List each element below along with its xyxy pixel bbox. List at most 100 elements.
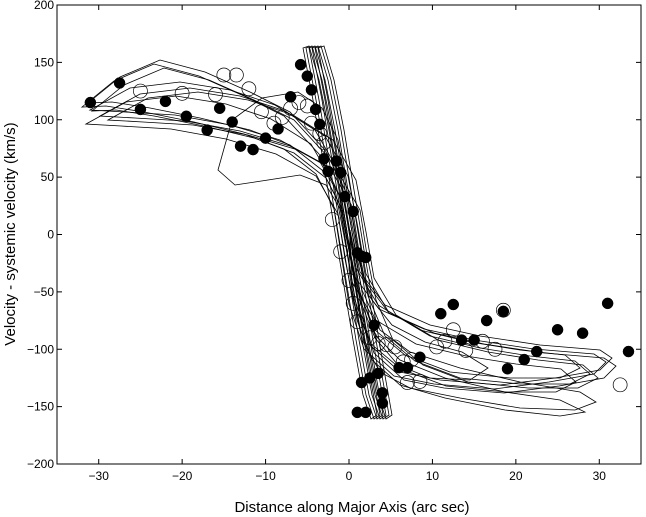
data-point-open bbox=[333, 244, 349, 260]
data-point-filled bbox=[322, 165, 334, 178]
x-tick-label: −30 bbox=[89, 469, 110, 483]
data-point-open bbox=[208, 87, 223, 102]
data-point-filled bbox=[305, 84, 318, 96]
data-point-filled bbox=[234, 140, 247, 152]
data-point-filled bbox=[180, 110, 193, 123]
data-point-filled bbox=[376, 397, 389, 409]
data-point-filled bbox=[84, 96, 97, 109]
data-point-filled bbox=[501, 363, 514, 375]
y-tick-label: 200 bbox=[34, 0, 54, 12]
data-point-open bbox=[429, 339, 444, 355]
data-point-open bbox=[387, 339, 403, 355]
y-tick-label: 0 bbox=[47, 228, 54, 242]
y-tick-label: −200 bbox=[27, 457, 54, 471]
data-point-open bbox=[274, 110, 290, 125]
data-point-open bbox=[345, 296, 361, 311]
model-curve bbox=[311, 45, 387, 420]
y-axis-ticks: −200 −150 −100 −50 0 50 100 150 200 bbox=[27, 0, 641, 471]
data-point-filled bbox=[226, 116, 238, 128]
model-curve bbox=[348, 231, 587, 417]
y-tick-label: −50 bbox=[34, 285, 55, 299]
data-point-filled bbox=[364, 372, 376, 384]
data-point-open bbox=[241, 81, 257, 97]
y-tick-label: 150 bbox=[34, 55, 54, 69]
data-point-filled bbox=[622, 345, 635, 358]
y-tick-label: −150 bbox=[27, 400, 54, 414]
data-point-filled bbox=[339, 190, 351, 203]
x-tick-label: −20 bbox=[172, 469, 193, 483]
data-point-open bbox=[316, 135, 332, 151]
data-point-open bbox=[412, 374, 428, 389]
data-point-open bbox=[299, 98, 315, 114]
model-curve bbox=[90, 67, 617, 394]
model-curve bbox=[217, 91, 489, 381]
data-point-open bbox=[324, 212, 340, 227]
data-point-filled bbox=[530, 345, 543, 358]
data-point-filled bbox=[435, 307, 447, 320]
data-point-filled bbox=[497, 305, 510, 318]
data-point-filled bbox=[301, 70, 314, 82]
data-point-open bbox=[445, 322, 461, 338]
data-point-filled bbox=[447, 298, 460, 311]
data-point-filled bbox=[318, 153, 330, 165]
x-axis-ticks: −30 −20 −10 0 10 20 30 bbox=[89, 5, 607, 483]
data-point-open bbox=[379, 337, 394, 353]
model-curve bbox=[84, 95, 577, 393]
model-curve bbox=[302, 45, 378, 420]
data-point-filled bbox=[347, 205, 359, 218]
data-point-open bbox=[437, 333, 453, 349]
x-tick-label: 10 bbox=[426, 469, 440, 483]
data-point-open bbox=[174, 86, 190, 101]
data-point-open bbox=[370, 336, 386, 351]
data-point-open bbox=[266, 115, 282, 131]
data-point-filled bbox=[551, 323, 564, 336]
y-axis-label: Velocity - systemic velocity (km/s) bbox=[2, 122, 19, 345]
data-point-open bbox=[349, 314, 365, 330]
data-point-open bbox=[495, 302, 511, 318]
data-point-filled bbox=[576, 327, 589, 339]
data-point-filled bbox=[247, 143, 259, 156]
data-point-open bbox=[312, 126, 328, 141]
data-point-filled bbox=[284, 91, 297, 103]
data-point-open bbox=[612, 377, 628, 393]
y-tick-label: 100 bbox=[34, 113, 54, 127]
data-point-filled bbox=[376, 387, 389, 399]
data-point-filled bbox=[368, 319, 380, 331]
x-tick-label: 30 bbox=[593, 469, 607, 483]
data-point-filled bbox=[259, 132, 272, 144]
data-point-filled bbox=[334, 166, 347, 179]
data-point-open bbox=[283, 100, 298, 116]
data-point-filled bbox=[480, 314, 493, 327]
data-point-open bbox=[487, 341, 503, 357]
data-points bbox=[84, 58, 635, 419]
data-point-open bbox=[395, 354, 411, 370]
data-point-filled bbox=[134, 103, 147, 116]
data-point-filled bbox=[159, 95, 172, 108]
data-point-filled bbox=[113, 77, 126, 89]
data-point-open bbox=[458, 343, 474, 358]
y-tick-label: 50 bbox=[41, 170, 55, 184]
data-point-open bbox=[475, 333, 490, 349]
data-point-filled bbox=[601, 297, 614, 310]
x-tick-label: −10 bbox=[255, 469, 276, 483]
data-point-filled bbox=[309, 103, 322, 116]
model-curve bbox=[305, 45, 381, 420]
data-point-filled bbox=[201, 124, 213, 136]
x-axis-label: Distance along Major Axis (arc sec) bbox=[234, 499, 469, 516]
data-point-open bbox=[341, 273, 357, 288]
x-tick-label: 0 bbox=[346, 469, 353, 483]
y-tick-label: −100 bbox=[27, 342, 54, 356]
data-point-filled bbox=[330, 155, 343, 167]
data-point-filled bbox=[455, 334, 468, 346]
data-point-open bbox=[304, 115, 319, 131]
data-point-filled bbox=[213, 102, 226, 115]
model-curve bbox=[80, 63, 607, 390]
data-point-filled bbox=[359, 406, 372, 419]
data-point-filled bbox=[518, 353, 530, 366]
data-point-open bbox=[362, 330, 378, 346]
data-point-filled bbox=[414, 351, 426, 364]
model-curve bbox=[308, 45, 384, 420]
data-point-open bbox=[229, 67, 244, 83]
